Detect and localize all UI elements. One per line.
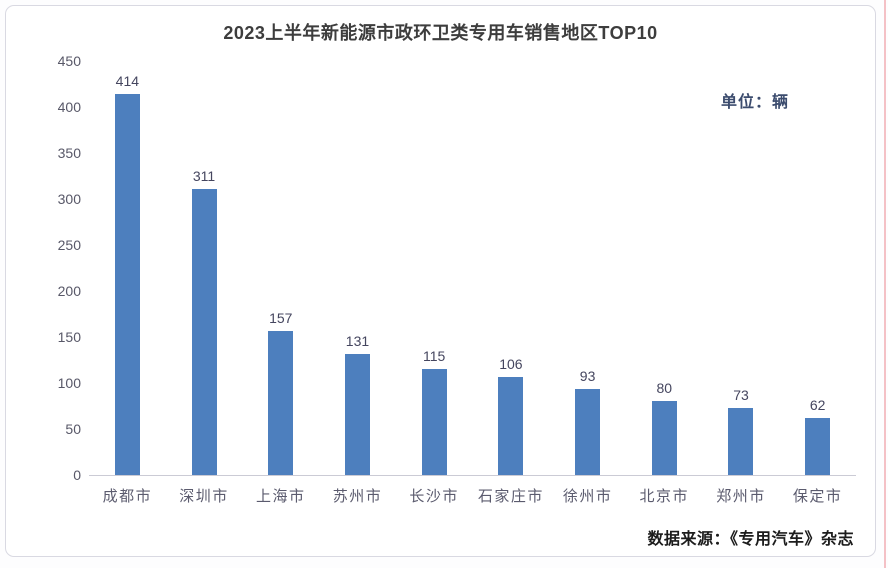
unit-label: 单位：辆 xyxy=(720,94,789,111)
y-tick-label: 0 xyxy=(73,467,81,483)
y-tick-label: 450 xyxy=(57,53,81,69)
bar-slot: 80 xyxy=(626,61,703,475)
screenshot-edge-artifact xyxy=(884,0,886,568)
bar xyxy=(575,389,601,475)
chart-title: 2023上半年新能源市政环卫类专用车销售地区TOP10 xyxy=(223,23,658,43)
bar xyxy=(191,188,217,475)
bar-value-label: 115 xyxy=(423,348,446,365)
bar-value-label: 414 xyxy=(115,73,140,90)
bar xyxy=(114,94,140,475)
bar-value-label: 93 xyxy=(579,368,596,385)
bar-slot: 311 xyxy=(166,61,243,475)
chart-card: 2023上半年新能源市政环卫类专用车销售地区TOP10 单位：辆 0 50 100 1… xyxy=(5,5,876,557)
y-tick-label: 150 xyxy=(57,329,81,345)
bar xyxy=(498,377,524,475)
y-tick-label: 300 xyxy=(57,191,81,207)
category-label: 石家庄市 xyxy=(477,488,544,505)
x-axis: 成都市 深圳市 上海市 苏州市 长沙市 石家庄市 徐州市 北京市 郑州市 保定市 xyxy=(89,485,856,506)
bar-value-label: 73 xyxy=(733,386,749,403)
bar-value-label: 80 xyxy=(656,380,673,397)
category-label: 郑州市 xyxy=(716,488,766,505)
bar-slot: 115 xyxy=(396,61,473,475)
bar xyxy=(344,354,370,475)
bar-slot: 93 xyxy=(549,61,626,475)
y-tick-label: 350 xyxy=(57,145,81,161)
category-label: 成都市 xyxy=(102,488,153,505)
bar xyxy=(728,407,754,475)
y-axis: 0 50 100 150 200 250 300 350 400 450 xyxy=(36,53,81,483)
y-tick-label: 50 xyxy=(65,421,81,437)
bar xyxy=(805,417,831,475)
y-tick-label: 200 xyxy=(57,283,81,299)
bar-slot: 414 xyxy=(89,61,166,475)
y-tick-label: 100 xyxy=(57,375,81,391)
bar xyxy=(651,401,677,475)
category-label: 深圳市 xyxy=(179,488,229,505)
bar-slot: 73 xyxy=(703,61,780,475)
bar xyxy=(421,369,447,475)
bar-slot: 131 xyxy=(319,61,396,475)
bar-value-label: 157 xyxy=(269,309,293,326)
category-label: 苏州市 xyxy=(332,488,383,505)
category-label: 上海市 xyxy=(256,488,306,505)
bar-slot: 157 xyxy=(242,61,319,475)
plot-area: 414 311 157 131 115 106 93 80 73 62 xyxy=(89,61,856,476)
bar-slot: 106 xyxy=(473,61,550,475)
category-label: 保定市 xyxy=(792,488,843,505)
category-label: 徐州市 xyxy=(562,488,613,505)
category-label: 长沙市 xyxy=(409,488,459,505)
bar-value-label: 311 xyxy=(192,167,216,184)
y-tick-label: 250 xyxy=(57,237,81,253)
y-tick-label: 400 xyxy=(57,99,81,115)
bar-value-label: 106 xyxy=(499,356,523,373)
data-source-note: 数据来源：《专用汽车》杂志 xyxy=(647,531,854,548)
bar-value-label: 131 xyxy=(345,333,370,350)
bar-slot: 62 xyxy=(779,61,856,475)
bar-value-label: 62 xyxy=(809,396,826,413)
category-label: 北京市 xyxy=(639,488,690,505)
bar xyxy=(268,330,294,475)
